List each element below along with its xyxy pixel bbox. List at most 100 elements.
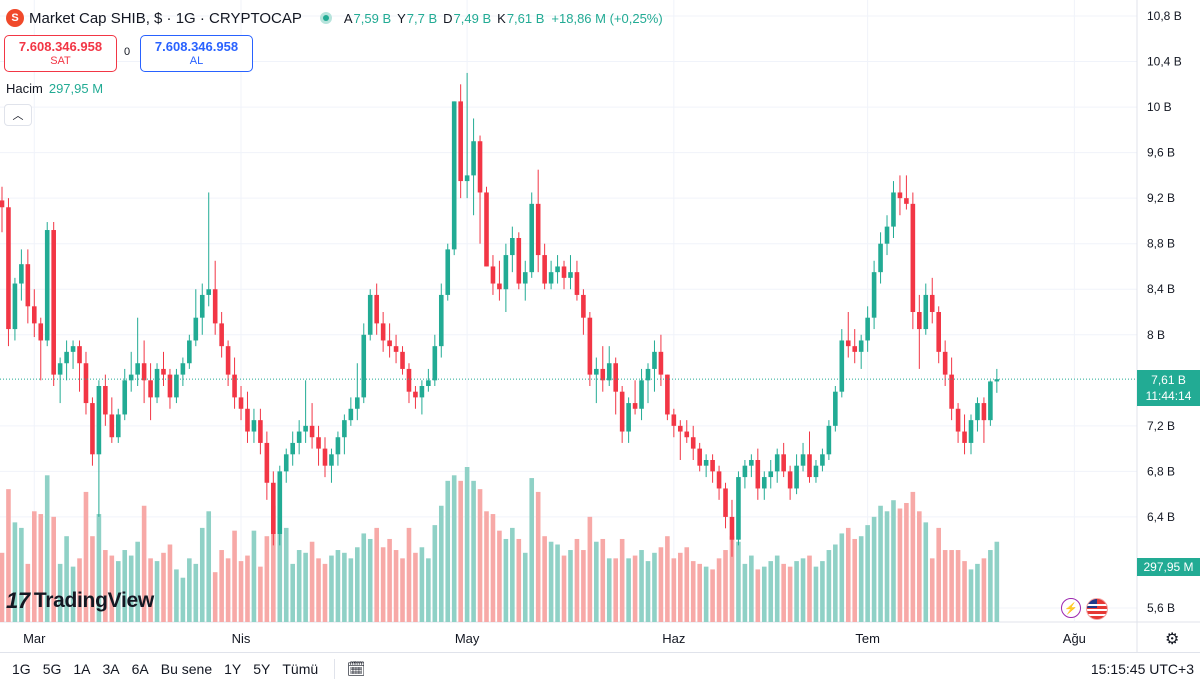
ohlc-value: 7,61 B xyxy=(506,10,545,26)
ohlc-value: 7,7 B xyxy=(406,10,438,26)
range-button-5y[interactable]: 5Y xyxy=(253,661,271,677)
volume-bar xyxy=(400,558,405,622)
candle-body xyxy=(238,397,244,409)
volume-bar xyxy=(225,558,231,622)
volume-bar xyxy=(917,511,922,622)
candle-body xyxy=(826,425,832,455)
price-axis-label: 9,6 B xyxy=(1147,146,1175,160)
volume-bar xyxy=(665,536,670,622)
range-button-1a[interactable]: 1A xyxy=(73,661,91,677)
chart-title[interactable]: Market Cap SHIB, $ · 1G · CRYPTOCAP xyxy=(29,9,302,27)
candle-body xyxy=(749,460,754,466)
candle-body xyxy=(561,266,567,278)
candle-body xyxy=(413,391,418,398)
shiba-inu-icon[interactable]: S xyxy=(6,9,24,27)
tradingview-logo[interactable]: 17 TradingView xyxy=(6,588,154,614)
volume-bar xyxy=(904,502,909,622)
volume-bar xyxy=(955,550,961,622)
sell-button[interactable]: 7.608.346.958 SAT xyxy=(4,35,117,72)
candle-body xyxy=(684,431,690,438)
candle-body xyxy=(348,408,354,421)
ohlc-value: +18,86 M (+0,25%) xyxy=(551,10,663,26)
candle-body xyxy=(581,294,586,318)
volume-bar xyxy=(296,550,302,622)
volume-bar xyxy=(490,514,496,622)
candle-body xyxy=(57,363,63,375)
volume-bar xyxy=(826,550,832,622)
range-button-1y[interactable]: 1Y xyxy=(224,661,242,677)
volume-bar xyxy=(335,550,341,622)
volume-bar xyxy=(561,555,567,622)
range-button-3a[interactable]: 3A xyxy=(102,661,120,677)
tradingview-logo-text: TradingView xyxy=(33,589,154,612)
candle-body xyxy=(600,368,606,381)
us-flag-icon[interactable] xyxy=(1086,598,1108,620)
candle-body xyxy=(12,283,18,330)
candle-body xyxy=(626,403,631,432)
ohlc-key: K xyxy=(497,10,506,26)
candle-body xyxy=(161,368,166,375)
volume-bar xyxy=(632,555,638,622)
candle-body xyxy=(387,340,392,347)
volume-bar xyxy=(303,552,308,622)
volume-bar xyxy=(387,538,392,622)
volume-bar xyxy=(542,536,547,622)
volume-bar xyxy=(736,541,741,622)
range-button-5g[interactable]: 5G xyxy=(42,661,62,677)
candle-body xyxy=(936,312,941,352)
volume-bar xyxy=(800,558,806,622)
range-button-tümü[interactable]: Tümü xyxy=(282,661,319,677)
collapse-legend-button[interactable]: ︿ xyxy=(4,104,32,126)
volume-bar xyxy=(432,525,438,622)
volume-bar xyxy=(471,480,476,622)
volume-bar xyxy=(729,536,735,622)
volume-bar xyxy=(768,561,774,622)
volume-bar xyxy=(258,566,263,622)
buy-button[interactable]: 7.608.346.958 AL xyxy=(140,35,253,72)
volume-bar xyxy=(212,572,218,622)
candle-body xyxy=(128,374,134,381)
volume-bar xyxy=(884,511,890,622)
time-axis[interactable]: Mar Nis May Haz Tem Ağu xyxy=(23,631,1086,646)
calendar-range-icon[interactable]: 🗓 xyxy=(346,661,366,678)
candle-body xyxy=(25,264,31,307)
candle-body xyxy=(271,482,276,534)
candle-body xyxy=(761,477,767,489)
candle-body xyxy=(736,477,741,540)
price-axis[interactable]: 10,8 B 10,4 B 10 B 9,6 B 9,2 B 8,8 B 8,4 B 8 B 7… xyxy=(1136,0,1182,652)
price-axis-label: 9,2 B xyxy=(1147,191,1175,205)
candle-body xyxy=(64,351,69,364)
range-button-1g[interactable]: 1G xyxy=(12,661,31,677)
candle-body xyxy=(283,454,289,472)
candle-body xyxy=(690,437,696,449)
range-button-6a[interactable]: 6A xyxy=(131,661,149,677)
market-status-icon[interactable] xyxy=(319,12,332,24)
utc-clock[interactable]: 15:15:45 UTC+3 xyxy=(1090,661,1194,677)
candle-body xyxy=(594,368,599,375)
volume-bar xyxy=(219,550,224,622)
volume-bar xyxy=(522,552,528,622)
candle-body xyxy=(522,272,528,284)
time-axis-label: Tem xyxy=(855,631,880,646)
volume-bar xyxy=(787,566,793,622)
lightning-icon[interactable]: ⚡ xyxy=(1061,598,1081,618)
gear-icon[interactable]: ⚙ xyxy=(1165,631,1180,648)
candle-body xyxy=(212,289,218,324)
volume-bar xyxy=(658,547,664,622)
candle-body xyxy=(865,317,870,341)
volume-bar xyxy=(187,558,192,622)
volume-bar xyxy=(122,550,128,622)
candle-body xyxy=(910,203,916,312)
candle-body xyxy=(871,272,877,318)
candle-body xyxy=(858,340,864,352)
volume-legend: Hacim 297,95 M xyxy=(6,81,103,96)
candle-body xyxy=(141,363,147,381)
range-button-bu-sene[interactable]: Bu sene xyxy=(160,661,213,677)
candle-body xyxy=(44,230,50,341)
volume-bar xyxy=(684,547,690,622)
candlestick-chart[interactable]: 10,8 B 10,4 B 10 B 9,6 B 9,2 B 8,8 B 8,4 B 8 B 7… xyxy=(0,0,1200,652)
candle-body xyxy=(639,380,644,409)
volume-bar xyxy=(833,544,838,622)
chevron-up-icon: ︿ xyxy=(12,110,24,122)
volume-bar xyxy=(199,527,205,622)
